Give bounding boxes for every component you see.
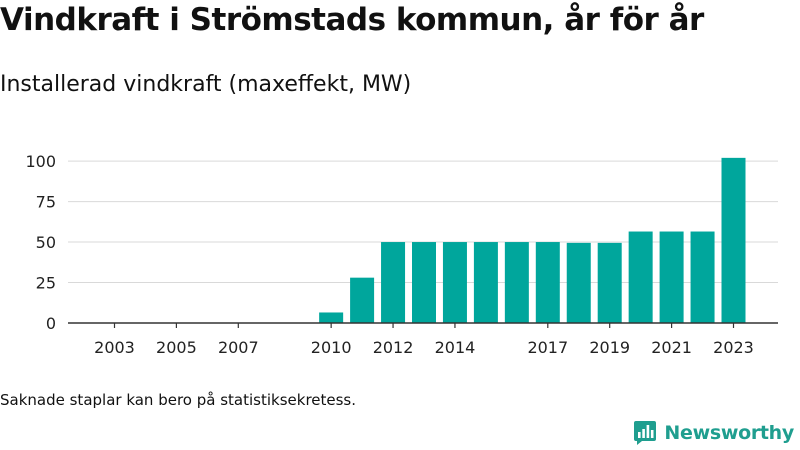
bar	[473, 242, 498, 323]
bar	[535, 242, 560, 323]
bar	[659, 231, 684, 323]
bar	[721, 157, 746, 323]
bar	[628, 231, 653, 323]
bar	[690, 231, 715, 323]
bar-chart: 0 25 50 75 100 2003 2005 2007 2010 2012 2014 2017 20…	[25, 152, 778, 357]
x-tick-label: 2007	[218, 338, 259, 357]
x-tick-label: 2005	[156, 338, 197, 357]
y-tick-label: 50	[36, 233, 56, 252]
x-tick-label: 2019	[589, 338, 630, 357]
x-tick-label: 2012	[373, 338, 414, 357]
footnote: Saknade staplar kan bero på statistiksek…	[0, 391, 357, 409]
bar	[597, 242, 622, 323]
bars	[319, 157, 746, 323]
y-tick-label: 25	[36, 274, 56, 293]
chart-subtitle: Installerad vindkraft (maxeffekt, MW)	[0, 72, 412, 97]
bar	[381, 242, 406, 323]
x-tick-label: 2023	[713, 338, 754, 357]
y-tick-label: 0	[46, 314, 56, 333]
y-tick-label: 100	[25, 152, 56, 171]
x-tick-label: 2003	[94, 338, 135, 357]
axes: 0 25 50 75 100 2003 2005 2007 2010 2012 2014 2017 20…	[25, 152, 778, 357]
bar	[442, 242, 467, 323]
brand-name: Newsworthy	[664, 422, 794, 444]
newsworthy-logo-icon	[634, 421, 657, 445]
bar	[412, 242, 436, 323]
bar	[350, 277, 375, 323]
bar	[566, 242, 591, 323]
x-tick-label: 2021	[651, 338, 692, 357]
x-tick-label: 2014	[435, 338, 476, 357]
x-tick-label: 2017	[527, 338, 568, 357]
chart-title: Vindkraft i Strömstads kommun, år för år	[0, 2, 704, 38]
bar	[319, 312, 344, 323]
brand-logo: Newsworthy	[633, 420, 794, 446]
y-tick-label: 75	[36, 193, 56, 212]
x-tick-label: 2010	[311, 338, 352, 357]
bar	[504, 242, 529, 323]
